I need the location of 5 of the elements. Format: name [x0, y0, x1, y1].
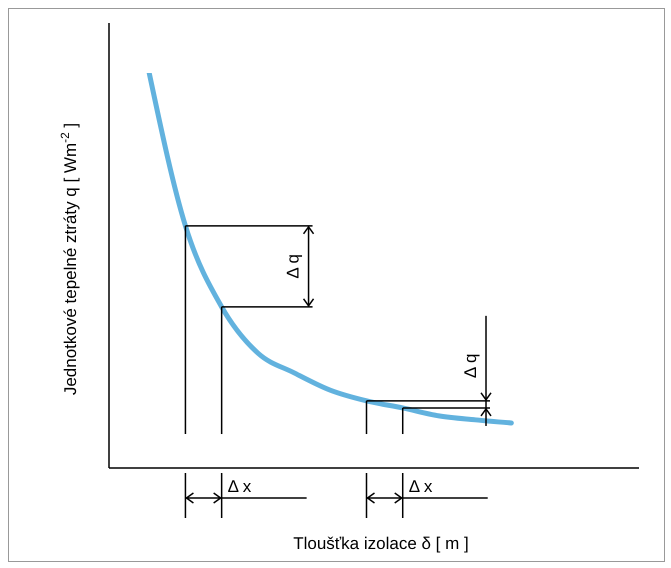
- text: Δ x: [408, 477, 433, 496]
- annotation: Δ q: [461, 354, 480, 378]
- x-axis-title: Tloušťka izolace δ [ m ]: [293, 534, 469, 553]
- annotation: Δ q: [284, 254, 303, 279]
- text: Δ x: [228, 477, 252, 496]
